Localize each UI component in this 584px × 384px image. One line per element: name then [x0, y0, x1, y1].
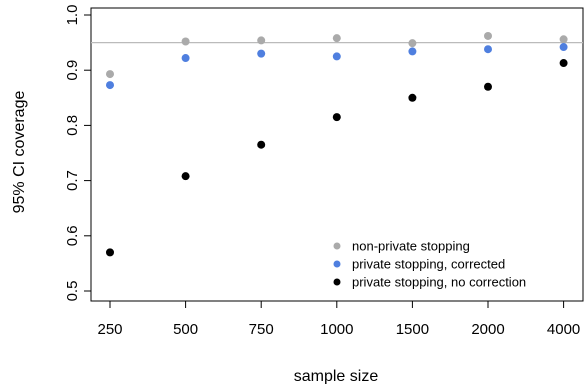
data-point-private-stopping-corrected [181, 54, 190, 63]
x-tick-label: 500 [173, 321, 198, 338]
plot-area: 0.5 0.6 0.7 0.8 0.9 1.0 250 500 750 1000 1500 2000 4… [64, 5, 584, 338]
data-point-non-private-stopping [106, 70, 114, 79]
legend-label: non-private stopping [352, 239, 470, 254]
y-tick-label: 0.8 [64, 115, 81, 136]
data-point-non-private-stopping [332, 34, 341, 43]
legend-label: private stopping, no correction [352, 275, 526, 290]
y-tick-label: 0.6 [64, 225, 81, 246]
x-tick-label: 750 [249, 321, 274, 338]
x-tick-label: 1500 [396, 321, 429, 338]
data-point-private-stopping-corrected [559, 43, 568, 52]
data-point-private-stopping-no-correction [106, 248, 114, 257]
data-point-private-stopping-corrected [106, 81, 114, 90]
data-point-non-private-stopping [484, 31, 492, 40]
x-tick-label: 4000 [547, 321, 580, 338]
y-axis-label: 95% CI coverage [11, 91, 28, 214]
legend-marker [333, 278, 341, 286]
data-point-private-stopping-corrected [484, 45, 492, 54]
data-point-private-stopping-no-correction [484, 82, 492, 91]
data-point-private-stopping-corrected [332, 52, 341, 61]
legend-label: private stopping, corrected [352, 257, 505, 272]
data-point-non-private-stopping [181, 37, 190, 46]
data-point-non-private-stopping [408, 39, 417, 48]
x-tick-label: 2000 [471, 321, 504, 338]
data-point-private-stopping-no-correction [559, 59, 568, 68]
y-tick-label: 0.5 [64, 281, 81, 302]
x-axis-label: sample size [294, 368, 379, 384]
data-point-non-private-stopping [257, 36, 266, 45]
y-tick-label: 0.9 [64, 60, 81, 81]
data-point-private-stopping-no-correction [408, 93, 417, 102]
data-point-private-stopping-no-correction [257, 140, 266, 149]
data-point-private-stopping-corrected [257, 49, 266, 58]
data-point-private-stopping-no-correction [181, 172, 190, 181]
y-tick-label: 1.0 [64, 5, 81, 26]
data-point-private-stopping-corrected [408, 47, 417, 56]
plot-frame [90, 7, 584, 302]
legend-marker [333, 260, 341, 268]
data-point-non-private-stopping [559, 35, 568, 44]
y-tick-label: 0.7 [64, 170, 81, 191]
legend-marker [333, 242, 341, 250]
x-tick-label: 250 [97, 321, 122, 338]
x-tick-label: 1000 [320, 321, 353, 338]
data-point-private-stopping-no-correction [332, 113, 341, 122]
